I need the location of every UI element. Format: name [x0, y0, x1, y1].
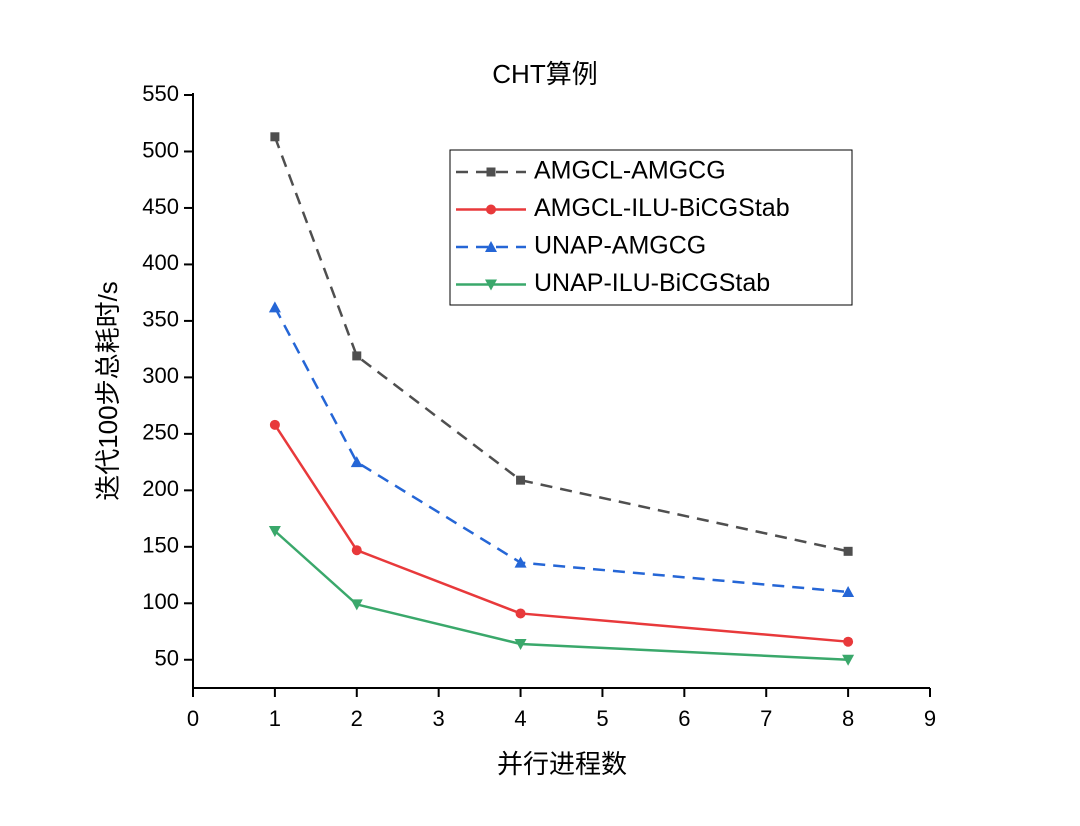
marker — [842, 585, 855, 597]
marker — [270, 132, 280, 142]
x-tick-label: 6 — [678, 706, 690, 731]
marker — [514, 638, 527, 650]
marker — [269, 419, 280, 430]
x-axis-label: 并行进程数 — [497, 749, 627, 779]
marker — [486, 204, 496, 215]
legend-label: UNAP-AMGCG — [534, 232, 706, 260]
y-tick-label: 50 — [155, 646, 179, 671]
marker — [350, 599, 363, 611]
y-axis-label: 迭代100步总耗时/s — [93, 281, 123, 501]
y-tick-label: 150 — [142, 533, 179, 558]
marker — [351, 545, 362, 556]
marker — [352, 351, 362, 361]
y-tick-label: 550 — [142, 81, 179, 106]
marker — [842, 654, 855, 666]
marker — [350, 456, 363, 468]
y-tick-label: 450 — [142, 194, 179, 219]
marker — [514, 556, 527, 568]
x-tick-label: 1 — [269, 706, 281, 731]
x-tick-label: 0 — [187, 706, 199, 731]
marker — [268, 525, 281, 537]
x-tick-label: 3 — [433, 706, 445, 731]
x-tick-label: 8 — [842, 706, 854, 731]
marker — [843, 546, 853, 556]
marker — [515, 608, 526, 619]
marker — [268, 301, 281, 313]
marker — [516, 475, 526, 485]
legend-label: AMGCL-AMGCG — [534, 157, 726, 185]
legend-label: AMGCL-ILU-BiCGStab — [534, 194, 790, 222]
series-line — [274, 530, 849, 662]
series-line — [273, 424, 849, 643]
series-line — [273, 136, 849, 553]
y-tick-label: 350 — [142, 307, 179, 332]
x-tick-label: 9 — [924, 706, 936, 731]
y-tick-label: 200 — [142, 476, 179, 501]
x-tick-label: 7 — [760, 706, 772, 731]
y-tick-label: 300 — [142, 363, 179, 388]
chart-title: CHT算例 — [492, 59, 597, 89]
legend-box — [449, 149, 853, 306]
marker — [486, 167, 496, 177]
y-tick-label: 250 — [142, 420, 179, 445]
series-line — [273, 306, 849, 594]
y-tick-label: 500 — [142, 137, 179, 162]
marker — [843, 636, 854, 647]
x-tick-label: 4 — [514, 706, 526, 731]
marker — [485, 241, 497, 252]
marker — [485, 279, 497, 291]
y-tick-label: 400 — [142, 250, 179, 275]
legend-label: UNAP-ILU-BiCGStab — [534, 269, 770, 297]
x-tick-label: 2 — [351, 706, 363, 731]
x-tick-label: 5 — [596, 706, 608, 731]
y-tick-label: 100 — [142, 589, 179, 614]
